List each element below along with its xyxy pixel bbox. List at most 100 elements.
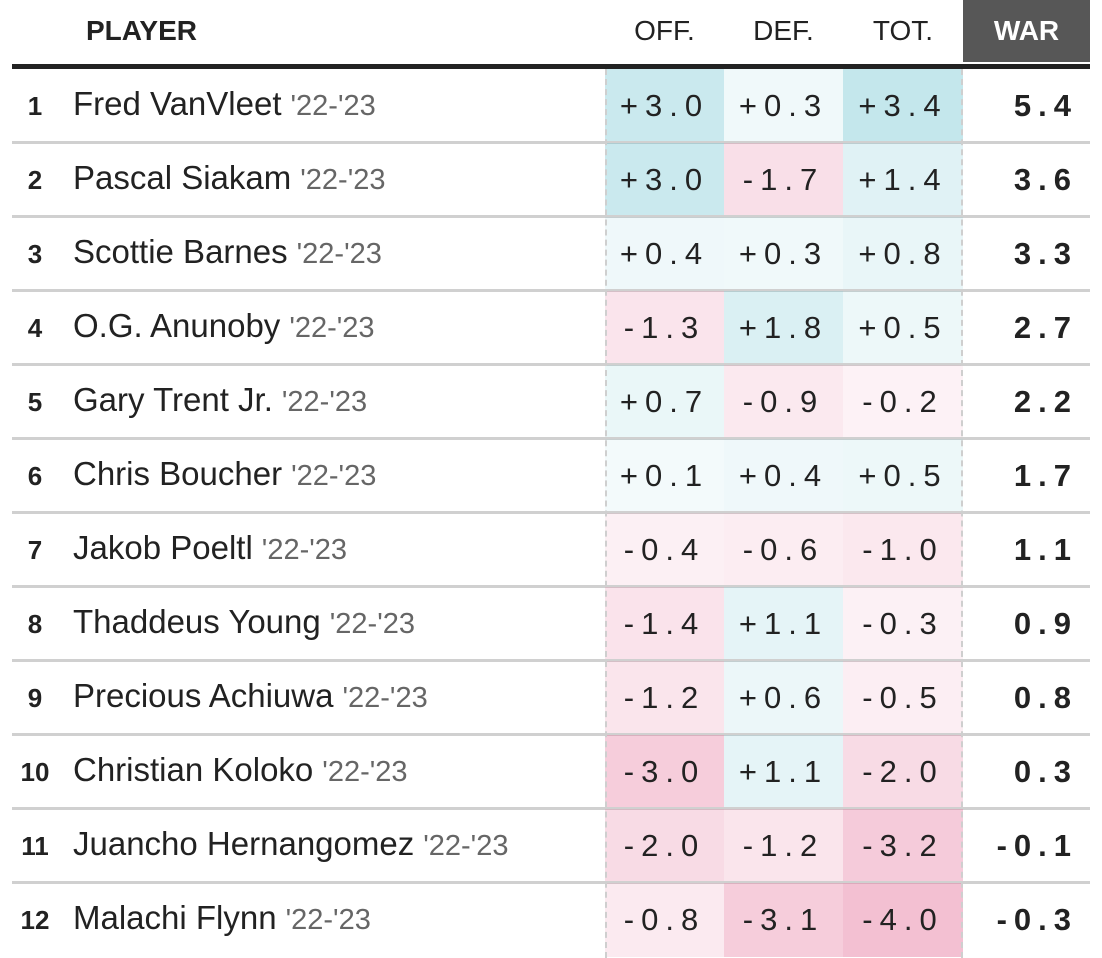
def-cell: -0.9 bbox=[724, 365, 843, 439]
war-cell: -0.1 bbox=[996, 828, 1078, 863]
off-cell: +0.1 bbox=[605, 439, 724, 513]
header-rule bbox=[12, 64, 1090, 69]
row-rule bbox=[12, 289, 1090, 292]
def-cell: +1.1 bbox=[724, 587, 843, 661]
tot-cell: +3.4 bbox=[843, 69, 963, 143]
season: '22-'23 bbox=[329, 608, 415, 640]
tot-cell: +0.5 bbox=[843, 439, 963, 513]
row-rule bbox=[12, 141, 1090, 144]
row-rule bbox=[12, 807, 1090, 810]
def-cell: -3.1 bbox=[724, 883, 843, 957]
rank: 3 bbox=[27, 239, 43, 269]
def-cell: +0.4 bbox=[724, 439, 843, 513]
off-cell: +0.7 bbox=[605, 365, 724, 439]
war-cell: 2.2 bbox=[1013, 384, 1078, 419]
season: '22-'23 bbox=[261, 534, 348, 566]
player: Malachi Flynn '22-'23 bbox=[73, 883, 371, 957]
season: '22-'23 bbox=[300, 164, 386, 196]
war-cell: 2.7 bbox=[1013, 310, 1078, 345]
rank: 1 bbox=[27, 91, 43, 121]
row-rule bbox=[12, 881, 1090, 884]
player-name: Chris Boucher bbox=[73, 455, 283, 492]
player-name: Christian Koloko bbox=[73, 751, 314, 788]
season: '22-'23 bbox=[290, 90, 376, 122]
player: Scottie Barnes '22-'23 bbox=[73, 217, 382, 291]
off-cell: -2.0 bbox=[605, 809, 724, 883]
def-cell: +0.3 bbox=[724, 217, 843, 291]
tot-cell: +1.4 bbox=[843, 143, 963, 217]
tot-cell: +0.5 bbox=[843, 291, 963, 365]
season: '22-'23 bbox=[289, 312, 375, 344]
off-cell: -1.3 bbox=[605, 291, 724, 365]
player: Christian Koloko '22-'23 bbox=[73, 735, 408, 809]
war-cell: 0.9 bbox=[1013, 606, 1078, 641]
player: Pascal Siakam '22-'23 bbox=[73, 143, 386, 217]
player-name: Juancho Hernangomez bbox=[73, 825, 415, 862]
war-cell: 1.1 bbox=[1013, 532, 1078, 567]
rank: 11 bbox=[21, 831, 49, 861]
rank: 5 bbox=[27, 387, 43, 417]
season: '22-'23 bbox=[296, 238, 382, 270]
player-name: Precious Achiuwa bbox=[73, 677, 334, 714]
tot-cell: -0.5 bbox=[843, 661, 963, 735]
def-cell: +0.3 bbox=[724, 69, 843, 143]
season: '22-'23 bbox=[291, 460, 377, 492]
player-name: O.G. Anunoby bbox=[73, 307, 281, 344]
off-cell: +0.4 bbox=[605, 217, 724, 291]
row-rule bbox=[12, 585, 1090, 588]
tot-cell: -3.2 bbox=[843, 809, 963, 883]
row-rule bbox=[12, 511, 1090, 514]
def-cell: -0.6 bbox=[724, 513, 843, 587]
player: O.G. Anunoby '22-'23 bbox=[73, 291, 375, 365]
player: Jakob Poeltl '22-'23 bbox=[73, 513, 347, 587]
off-cell: -0.8 bbox=[605, 883, 724, 957]
season: '22-'23 bbox=[342, 682, 428, 714]
player: Thaddeus Young '22-'23 bbox=[73, 587, 415, 661]
war-cell: -0.3 bbox=[996, 902, 1078, 937]
war-cell: 3.3 bbox=[1013, 236, 1078, 271]
rank: 10 bbox=[20, 757, 50, 787]
off-cell: +3.0 bbox=[605, 143, 724, 217]
season: '22-'23 bbox=[285, 904, 371, 936]
player-name: Thaddeus Young bbox=[73, 603, 321, 640]
rank: 2 bbox=[27, 165, 43, 195]
off-cell: -1.2 bbox=[605, 661, 724, 735]
war-cell: 0.8 bbox=[1013, 680, 1078, 715]
rank: 4 bbox=[27, 313, 43, 343]
player: Chris Boucher '22-'23 bbox=[73, 439, 376, 513]
header-def: DEF. bbox=[753, 15, 814, 46]
player-name: Malachi Flynn bbox=[73, 899, 277, 936]
player-name: Gary Trent Jr. bbox=[73, 381, 273, 418]
row-rule bbox=[12, 437, 1090, 440]
tot-cell: +0.8 bbox=[843, 217, 963, 291]
def-cell: +1.8 bbox=[724, 291, 843, 365]
rank: 6 bbox=[27, 461, 43, 491]
tot-cell: -0.3 bbox=[843, 587, 963, 661]
player-name: Pascal Siakam bbox=[73, 159, 292, 196]
tot-cell: -1.0 bbox=[843, 513, 963, 587]
tot-cell: -4.0 bbox=[843, 883, 963, 957]
war-cell: 5.4 bbox=[1013, 88, 1078, 123]
rank: 8 bbox=[27, 609, 43, 639]
player-name: Jakob Poeltl bbox=[73, 529, 253, 566]
header-war: WAR bbox=[993, 15, 1060, 46]
off-cell: -3.0 bbox=[605, 735, 724, 809]
tot-cell: -2.0 bbox=[843, 735, 963, 809]
rank: 12 bbox=[20, 905, 50, 935]
player: Juancho Hernangomez '22-'23 bbox=[73, 809, 508, 883]
header-player: PLAYER bbox=[86, 15, 198, 46]
header-off: OFF. bbox=[634, 15, 695, 46]
row-rule bbox=[12, 363, 1090, 366]
column-divider bbox=[961, 69, 963, 958]
header-tot: TOT. bbox=[872, 15, 934, 46]
player-name: Fred VanVleet bbox=[73, 85, 282, 122]
def-cell: -1.7 bbox=[724, 143, 843, 217]
player-name: Scottie Barnes bbox=[73, 233, 288, 270]
row-rule bbox=[12, 733, 1090, 736]
rank: 7 bbox=[27, 535, 43, 565]
war-header-bg bbox=[963, 0, 1090, 62]
column-divider bbox=[605, 69, 607, 958]
rank: 9 bbox=[27, 683, 43, 713]
off-cell: -1.4 bbox=[605, 587, 724, 661]
off-cell: +3.0 bbox=[605, 69, 724, 143]
